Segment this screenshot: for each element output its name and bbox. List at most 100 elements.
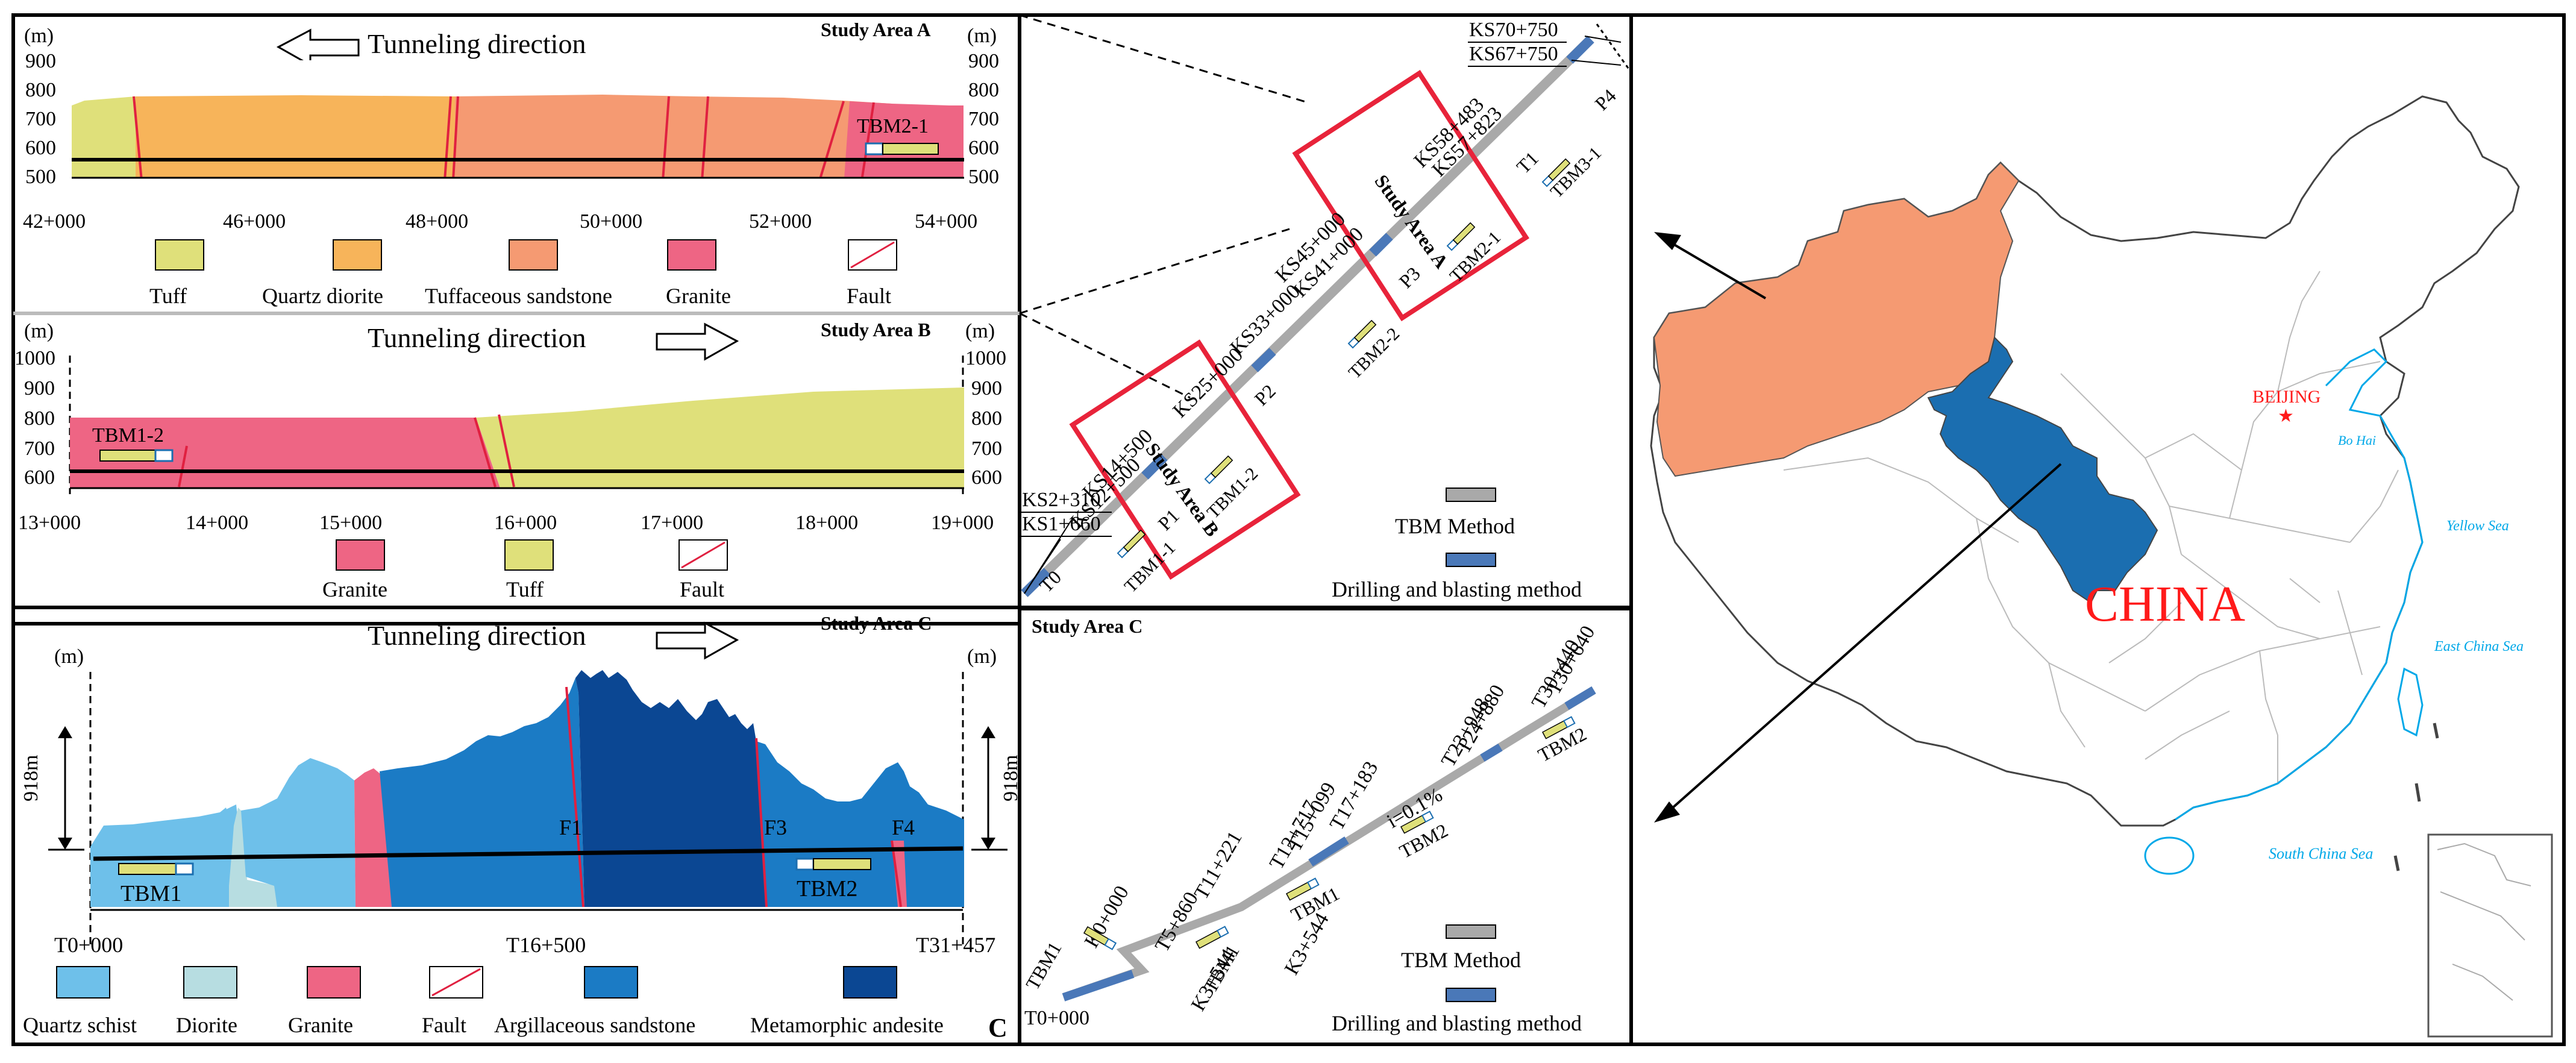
coastline [2175, 348, 2424, 821]
arrow-head-icon [1654, 801, 1680, 823]
svg-text:13+000: 13+000 [18, 512, 81, 534]
panel-b-unit-right: (m) [965, 320, 995, 342]
tuff-zone-b [476, 387, 964, 488]
svg-text:TBM1: TBM1 [1199, 941, 1244, 997]
panel-c-title: Study Area C [821, 612, 932, 634]
svg-text:Metamorphic andesite: Metamorphic andesite [750, 1013, 944, 1037]
svg-text:T1: T1 [1512, 147, 1543, 178]
direction-arrow-right-icon [656, 621, 739, 660]
hainan-island [2144, 836, 2195, 875]
panel-a-x-ticks: 42+000 46+000 48+000 50+000 52+000 54+00… [23, 210, 977, 233]
argillaceous-sandstone-zone [380, 678, 584, 907]
svg-text:South China Sea: South China Sea [2269, 845, 2373, 862]
route-ab-panel: Study Area A Study Area B KS70+750 KS67+… [1019, 14, 1632, 601]
fault-labels-c: F1 F3 F4 [559, 815, 915, 839]
svg-text:Quartz diorite: Quartz diorite [262, 284, 383, 308]
panel-frames [11, 13, 2566, 1046]
svg-text:TBM2-2: TBM2-2 [1345, 324, 1404, 383]
china-label: CHINA [2085, 576, 2245, 632]
tuff-zone [72, 96, 136, 187]
panel-c-direction-label: Tunneling direction [368, 620, 586, 651]
svg-text:700: 700 [971, 437, 1002, 460]
svg-text:P3: P3 [1394, 263, 1424, 292]
diorite-zone [229, 807, 277, 907]
route-c-panel: Study Area C K0+000 T5+860 K3+544 K3+544… [1021, 615, 1600, 1035]
panel-c-legend: Quartz schist Diorite Granite Fault Argi… [23, 966, 1008, 1043]
panel-c-unit-left: (m) [54, 645, 84, 668]
panel-b: (m) (m) Study Area B Tunneling direction… [14, 319, 1006, 601]
svg-text:500: 500 [968, 166, 999, 188]
svg-text:KS2+310: KS2+310 [1022, 489, 1101, 511]
svg-text:800: 800 [968, 79, 999, 101]
height-label-right: 918m [1000, 755, 1022, 801]
faults-c [565, 686, 902, 908]
svg-text:Drilling and blasting method: Drilling and blasting method [1332, 1011, 1582, 1035]
direction-arrow-right-icon [656, 322, 739, 361]
svg-text:14+000: 14+000 [186, 512, 248, 534]
svg-text:P4: P4 [1590, 85, 1620, 114]
svg-text:Fault: Fault [422, 1013, 466, 1037]
svg-text:16+000: 16+000 [494, 512, 557, 534]
tbm1-symbol-c: TBM1 [118, 862, 194, 906]
svg-text:Fault: Fault [680, 577, 724, 601]
svg-text:700: 700 [25, 108, 56, 130]
svg-text:Granite: Granite [666, 284, 731, 308]
route-ab-frame [1018, 13, 1633, 610]
panel-a-title: Study Area A [821, 19, 931, 40]
panel-c: Study Area C Tunneling direction (m) (m)… [20, 612, 1022, 1043]
panel-b-x-ticks: 13+000 14+000 15+000 16+000 17+000 18+00… [18, 512, 994, 534]
quartz-schist-right [241, 758, 356, 907]
panel-a-y-ticks-right: 900 800 700 600 500 [968, 50, 999, 188]
svg-text:T16+500: T16+500 [506, 933, 586, 957]
svg-text:Argillaceous sandstone: Argillaceous sandstone [494, 1013, 695, 1037]
arrow-head-icon [1654, 232, 1681, 250]
svg-text:T11+221: T11+221 [1190, 827, 1247, 903]
svg-text:TBM Method: TBM Method [1401, 948, 1521, 972]
height-indicator-left: 918m [20, 726, 84, 851]
height-label-left: 918m [20, 755, 42, 801]
svg-text:600: 600 [24, 466, 55, 489]
fault-lines [133, 96, 875, 181]
province-borders [1783, 271, 2399, 783]
svg-text:900: 900 [24, 377, 55, 400]
svg-text:East China Sea: East China Sea [2434, 639, 2524, 654]
study-area-a-frame [1292, 70, 1530, 322]
tbm2-1-symbol: TBM2-1 [857, 115, 939, 155]
study-area-b-frame [1069, 339, 1301, 580]
height-indicator-right: 918m [971, 726, 1022, 851]
panel-b-y-ticks-left: 1000 900 800 700 600 [14, 347, 55, 489]
svg-text:18+000: 18+000 [795, 512, 858, 534]
route-ab-sections: T0 P1 P2 P3 P4 T1 [1035, 85, 1620, 597]
tbm2-label-c: TBM2 [797, 876, 857, 902]
svg-text:19+000: 19+000 [931, 512, 994, 534]
svg-text:T31+457: T31+457 [916, 933, 995, 957]
svg-text:Granite: Granite [288, 1013, 353, 1037]
panel-b-legend: Granite Tuff Fault [322, 539, 728, 601]
tbm1-label-c: TBM1 [121, 881, 181, 906]
tbm-route-line [1021, 36, 1594, 597]
svg-text:900: 900 [971, 377, 1002, 400]
quartz-diorite-zone [136, 95, 455, 187]
tbm1-2-label: TBM1-2 [92, 424, 164, 447]
route-ab-chainages: KS70+750 KS67+750 KS58+483 KS57+823 KS45… [1021, 19, 1567, 537]
panel-c-geology [90, 670, 964, 908]
svg-text:Granite: Granite [322, 577, 387, 601]
granite-zone-c [354, 768, 392, 907]
panel-a-geology [72, 60, 964, 187]
panel-a-y-ticks-left: 900 800 700 600 500 [25, 50, 56, 188]
svg-text:KS67+750: KS67+750 [1469, 43, 1558, 65]
svg-text:Tuff: Tuff [149, 284, 187, 308]
svg-text:42+000: 42+000 [23, 210, 86, 233]
metamorphic-andesite-zone [575, 670, 766, 907]
tbm2-1-label: TBM2-1 [857, 115, 929, 137]
argillaceous-sandstone-right [756, 741, 964, 907]
sea-labels: Bo Hai Yellow Sea East China Sea South C… [2269, 433, 2524, 862]
svg-text:P1: P1 [1153, 505, 1183, 535]
map-arrows [1665, 239, 2062, 815]
svg-text:52+000: 52+000 [749, 210, 812, 233]
svg-text:500: 500 [25, 166, 56, 188]
svg-text:46+000: 46+000 [223, 210, 286, 233]
panel-a-direction-label: Tunneling direction [368, 28, 586, 59]
panel-c-x-ticks: T0+000 T16+500 T31+457 [54, 933, 995, 957]
